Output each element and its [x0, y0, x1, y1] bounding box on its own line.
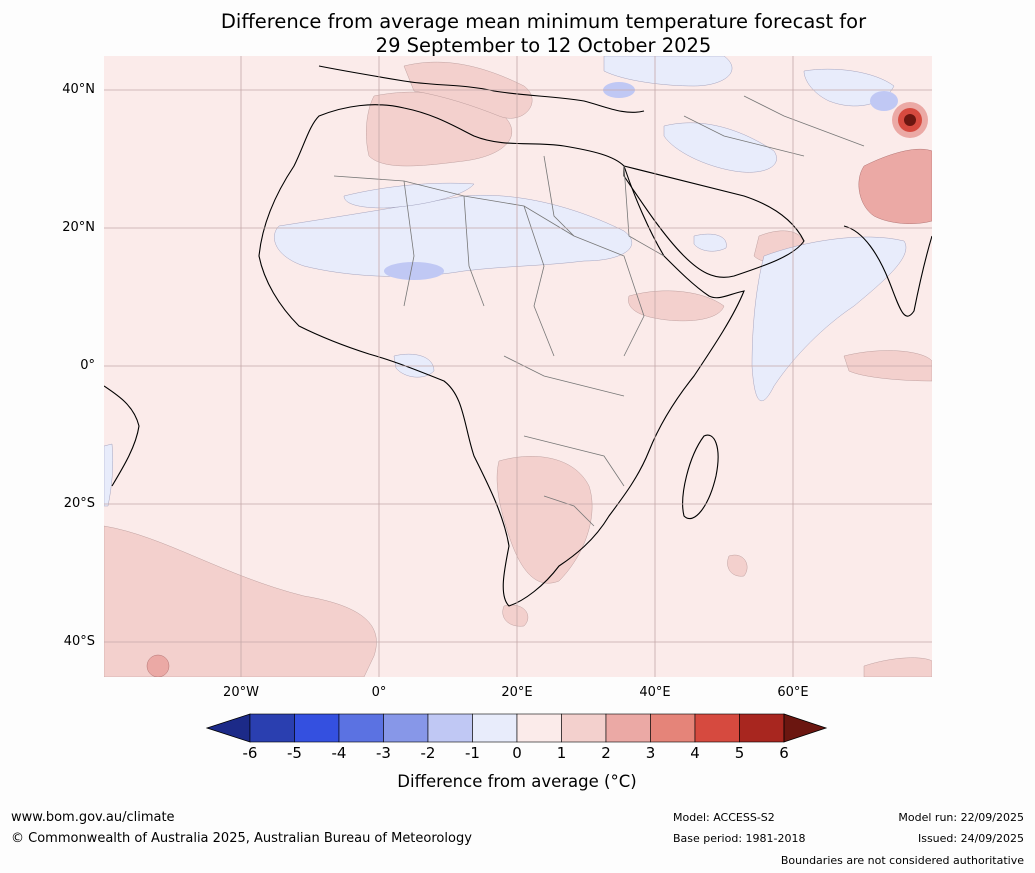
colorbar-tick-label: 0	[512, 744, 522, 762]
lon-label-60E: 60°E	[777, 685, 809, 700]
colorbar-swatch	[561, 713, 607, 743]
hotspot-southwest	[146, 654, 170, 677]
coastlines	[104, 65, 932, 607]
warm-anomaly-areas	[104, 61, 932, 677]
footer-copyright: © Commonwealth of Australia 2025, Austra…	[11, 831, 472, 846]
cool-anomaly-areas	[104, 56, 907, 507]
lat-label-20S: 20°S	[63, 496, 95, 511]
india-coastline	[843, 225, 932, 317]
europe-coastline	[318, 65, 645, 113]
footer-base-period: Base period: 1981-2018	[673, 832, 806, 845]
colorbar-swatch	[427, 713, 473, 743]
cool-area-sahel	[274, 195, 632, 277]
lon-label-40E: 40°E	[639, 685, 671, 700]
colorbar-tick-label: -3	[376, 744, 391, 762]
colorbar-swatch	[605, 713, 651, 743]
colorbar-tick-label: -5	[287, 744, 302, 762]
lat-label-40N: 40°N	[62, 82, 95, 97]
colorbar-tick-label: 3	[645, 744, 656, 762]
colorbar-swatch	[650, 713, 696, 743]
cool-spot-pakistan	[870, 91, 898, 111]
strong-warm-anomaly	[146, 102, 932, 677]
cool-area-west-edge	[104, 443, 113, 507]
africa-coastline	[258, 104, 745, 607]
colorbar-tick-label: -4	[331, 744, 347, 762]
lat-label-40S: 40°S	[63, 634, 95, 649]
colorbar-tick-label: -6	[242, 744, 258, 762]
warm-area-east-africa	[628, 290, 725, 322]
cool-spot-nigeria	[384, 262, 444, 280]
colorbar-extend-high	[783, 713, 828, 743]
ocean-land-background	[104, 56, 932, 677]
warm-area-india	[858, 148, 932, 224]
colorbar-swatch	[516, 713, 562, 743]
footer-disclaimer: Boundaries are not considered authoritat…	[780, 854, 1024, 867]
colorbar-swatch	[472, 713, 518, 743]
forecast-map	[104, 56, 932, 677]
country-borders	[333, 95, 865, 527]
cool-area-horn	[693, 233, 727, 252]
warm-area-southwest-ocean	[104, 525, 377, 677]
cool-area-north	[603, 56, 732, 87]
warm-area-sw-atlantic	[502, 604, 529, 627]
arabia-coastline	[623, 165, 805, 278]
cool-area-middle-east	[663, 122, 777, 173]
colorbar-tick-label: 1	[556, 744, 567, 762]
footer-website: www.bom.gov.au/climate	[11, 810, 175, 825]
colorbar	[206, 713, 828, 743]
lat-label-20N: 20°N	[62, 220, 95, 235]
hotspot-himalaya-inner	[904, 114, 916, 126]
colorbar-swatch	[694, 713, 740, 743]
footer-issued: Issued: 24/09/2025	[917, 832, 1024, 845]
south-america-coastline	[104, 385, 140, 487]
colorbar-swatch	[338, 713, 384, 743]
warm-area-southern-africa	[496, 456, 593, 584]
map-title-line-1: Difference from average mean minimum tem…	[220, 10, 867, 33]
warm-area-madagascar	[727, 554, 748, 577]
map-title-line-2: 29 September to 12 October 2025	[375, 34, 712, 57]
graticule	[104, 56, 932, 677]
lon-label-0: 0°	[371, 685, 387, 700]
madagascar-coastline	[682, 434, 719, 519]
map-svg	[104, 56, 932, 677]
colorbar-tick-label: -2	[420, 744, 436, 762]
footer-model: Model: ACCESS-S2	[673, 811, 775, 824]
colorbar-swatch	[294, 713, 340, 743]
colorbar-label: Difference from average (°C)	[397, 772, 637, 791]
colorbar-tick-label: -1	[465, 744, 480, 762]
colorbar-swatch	[739, 713, 785, 743]
cool-area-arabian-sea	[751, 236, 907, 401]
lat-label-equator: 0°	[80, 358, 95, 373]
lon-label-20E: 20°E	[501, 685, 533, 700]
warm-area-south-indian	[863, 657, 932, 677]
colorbar-swatch	[249, 713, 295, 743]
colorbar-tick-label: 5	[734, 744, 745, 762]
colorbar-extend-low	[206, 713, 251, 743]
colorbar-tick-label: 6	[779, 744, 789, 762]
colorbar-tick-label: 2	[601, 744, 611, 762]
lon-label-20W: 20°W	[223, 685, 259, 700]
colorbar-tick-label: 4	[690, 744, 700, 762]
colorbar-swatch	[383, 713, 429, 743]
footer-model-run: Model run: 22/09/2025	[898, 811, 1024, 824]
